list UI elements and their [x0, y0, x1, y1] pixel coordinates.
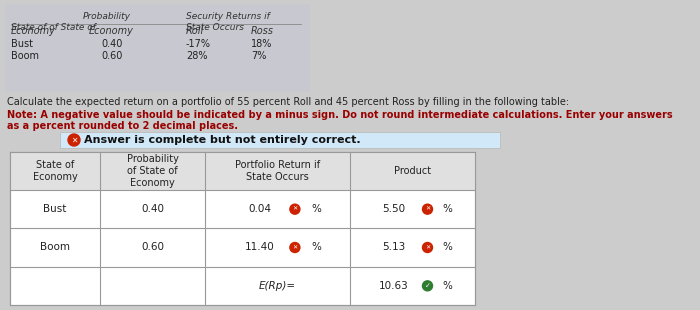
Text: State Occurs: State Occurs: [186, 23, 244, 32]
Text: ✕: ✕: [425, 245, 430, 250]
Text: ✕: ✕: [293, 207, 297, 212]
Text: 18%: 18%: [251, 39, 272, 49]
Text: Ross: Ross: [251, 26, 274, 36]
Text: %: %: [442, 204, 452, 214]
Text: Probability
of State of
Economy: Probability of State of Economy: [127, 154, 178, 188]
Text: 7%: 7%: [251, 51, 267, 61]
Text: %: %: [442, 281, 452, 291]
Text: as a percent rounded to 2 decimal places.: as a percent rounded to 2 decimal places…: [7, 121, 238, 131]
Text: Roll: Roll: [186, 26, 204, 36]
FancyBboxPatch shape: [10, 152, 475, 305]
Circle shape: [423, 242, 433, 253]
Text: Boom: Boom: [40, 242, 70, 253]
Text: 5.50: 5.50: [382, 204, 405, 214]
Text: 0.40: 0.40: [101, 39, 122, 49]
Text: %: %: [312, 242, 321, 253]
Text: Economy: Economy: [89, 26, 134, 36]
Text: Note: A negative value should be indicated by a minus sign. Do not round interme: Note: A negative value should be indicat…: [7, 110, 673, 120]
Text: Portfolio Return if
State Occurs: Portfolio Return if State Occurs: [235, 160, 320, 182]
Circle shape: [290, 204, 300, 214]
Text: State of
Economy: State of Economy: [33, 160, 78, 182]
Text: 0.40: 0.40: [141, 204, 164, 214]
Text: ✓: ✓: [425, 283, 430, 289]
Text: Probability: Probability: [83, 12, 131, 21]
Text: 0.60: 0.60: [101, 51, 122, 61]
Text: ✕: ✕: [71, 135, 77, 144]
Circle shape: [423, 204, 433, 214]
Text: Economy: Economy: [11, 26, 56, 36]
Text: 11.40: 11.40: [245, 242, 275, 253]
Text: 10.63: 10.63: [379, 281, 409, 291]
Circle shape: [423, 281, 433, 291]
FancyBboxPatch shape: [10, 152, 475, 190]
Text: Bust: Bust: [11, 39, 33, 49]
Text: 0.60: 0.60: [141, 242, 164, 253]
Text: %: %: [442, 242, 452, 253]
Circle shape: [290, 242, 300, 253]
Text: 28%: 28%: [186, 51, 207, 61]
Text: ✕: ✕: [425, 207, 430, 212]
Text: 0.04: 0.04: [248, 204, 272, 214]
Text: Bust: Bust: [43, 204, 66, 214]
Text: Security Returns if: Security Returns if: [186, 12, 270, 21]
Text: 5.13: 5.13: [382, 242, 405, 253]
Text: -17%: -17%: [186, 39, 211, 49]
Text: Product: Product: [394, 166, 431, 176]
Text: Calculate the expected return on a portfolio of 55 percent Roll and 45 percent R: Calculate the expected return on a portf…: [7, 97, 569, 107]
Text: Answer is complete but not entirely correct.: Answer is complete but not entirely corr…: [84, 135, 360, 145]
Text: %: %: [312, 204, 321, 214]
Text: E(Rp)=: E(Rp)=: [259, 281, 296, 291]
Circle shape: [68, 134, 80, 146]
Text: State of of State of: State of of State of: [11, 23, 96, 32]
Text: Boom: Boom: [11, 51, 39, 61]
Text: ✕: ✕: [293, 245, 297, 250]
FancyBboxPatch shape: [60, 132, 500, 148]
FancyBboxPatch shape: [5, 4, 310, 92]
